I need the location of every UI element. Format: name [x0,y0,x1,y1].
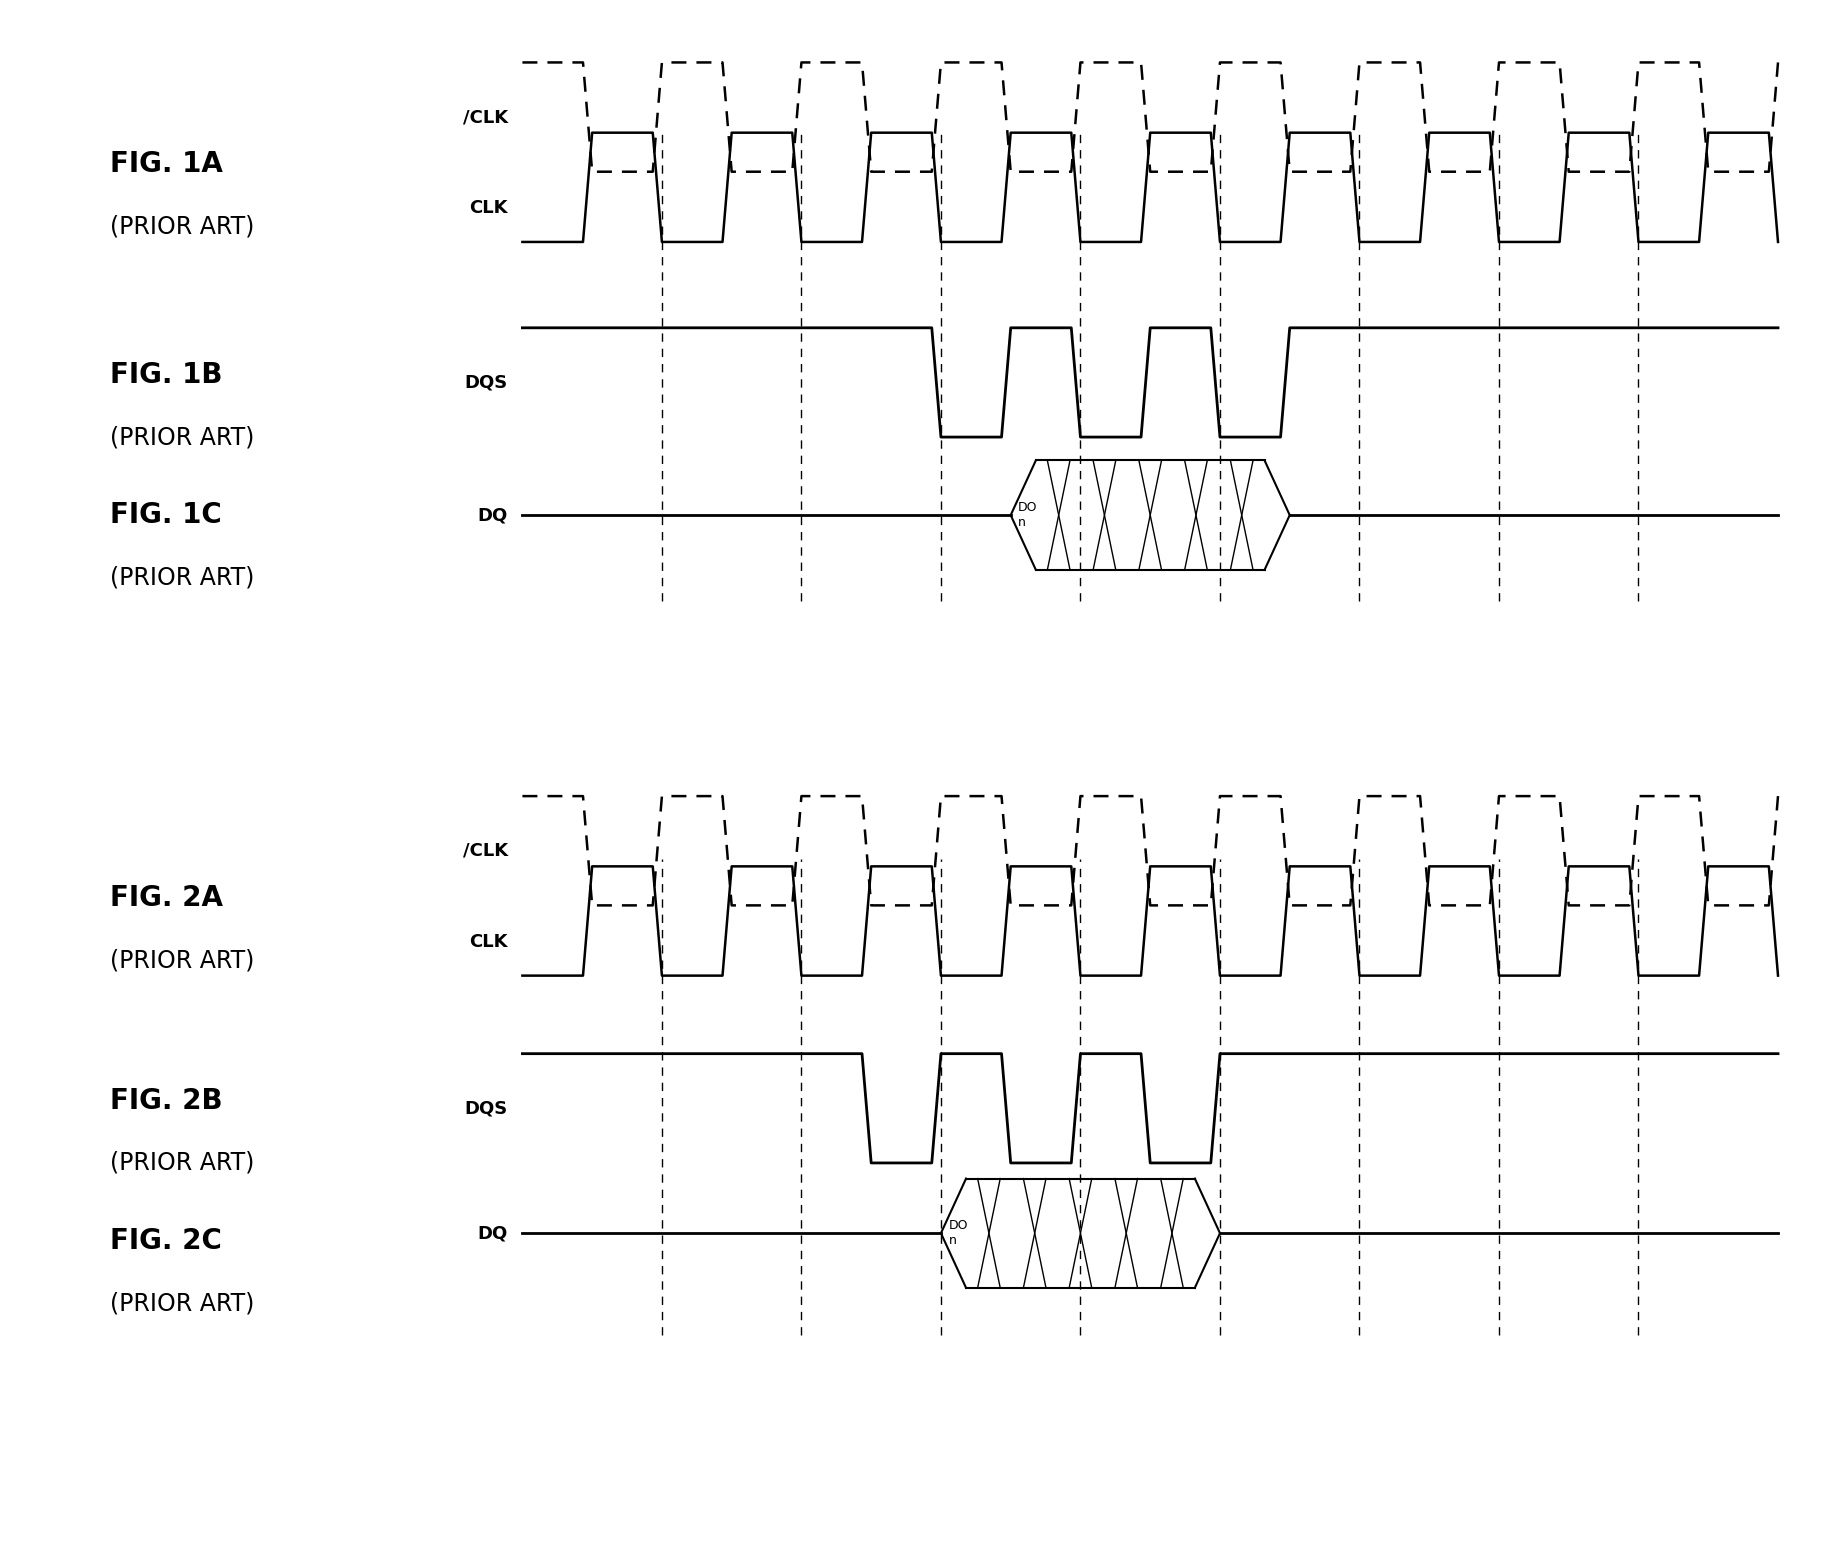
Text: /CLK: /CLK [462,841,507,860]
Text: DQ: DQ [476,1224,507,1243]
Text: DQS: DQS [463,1099,507,1118]
Text: FIG. 1B: FIG. 1B [110,361,222,389]
Text: (PRIOR ART): (PRIOR ART) [110,1150,255,1175]
Text: DQ: DQ [476,506,507,524]
Text: DQS: DQS [463,373,507,392]
Text: (PRIOR ART): (PRIOR ART) [110,214,255,239]
Text: FIG. 1C: FIG. 1C [110,501,222,529]
Text: FIG. 2C: FIG. 2C [110,1227,222,1255]
Text: FIG. 2B: FIG. 2B [110,1086,222,1115]
Text: FIG. 1A: FIG. 1A [110,150,224,178]
Text: (PRIOR ART): (PRIOR ART) [110,1291,255,1316]
Text: CLK: CLK [469,933,507,951]
Text: FIG. 2A: FIG. 2A [110,884,224,912]
Text: (PRIOR ART): (PRIOR ART) [110,425,255,450]
Text: CLK: CLK [469,200,507,217]
Text: DO
n: DO n [947,1219,967,1247]
Text: (PRIOR ART): (PRIOR ART) [110,948,255,973]
Text: /CLK: /CLK [462,108,507,126]
Text: DO
n: DO n [1017,501,1037,529]
Text: (PRIOR ART): (PRIOR ART) [110,565,255,590]
